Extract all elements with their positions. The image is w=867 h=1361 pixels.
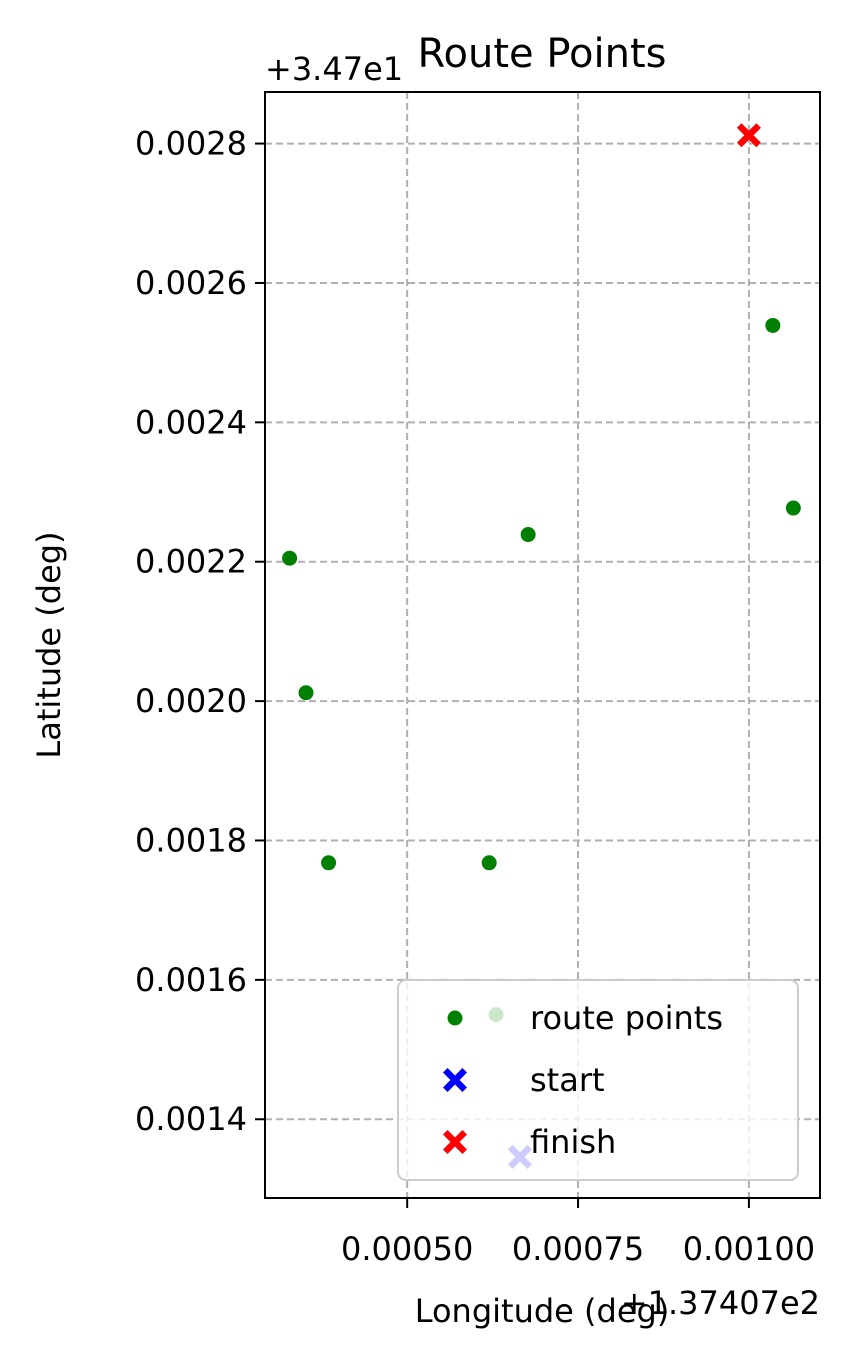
chart-title: Route Points — [418, 31, 667, 77]
plot-frame — [264, 91, 821, 1199]
y-tick-label: 0.0022 — [135, 543, 247, 581]
route-points-point — [282, 550, 298, 566]
y-tick-label: 0.0028 — [135, 125, 247, 163]
x-tick-label: 0.00050 — [341, 1230, 473, 1268]
y-tick-label: 0.0026 — [135, 264, 247, 302]
route-points-point — [298, 685, 314, 701]
axis-ticks: 0.00050 0.00075 0.00100 0.0014 0.0016 0.0018 0… — [135, 125, 815, 1268]
legend-marker-finish — [443, 1130, 467, 1154]
route-points-point — [481, 855, 497, 871]
legend-box — [397, 979, 799, 1181]
grid-lines — [265, 92, 820, 1198]
y-tick-label: 0.0014 — [135, 1100, 247, 1138]
x-offset-label: +1.37407e2 — [621, 1284, 820, 1322]
route-points-point — [321, 855, 337, 871]
legend-label-finish: finish — [530, 1123, 616, 1161]
route-points-point — [765, 317, 781, 333]
y-offset-label: +3.47e1 — [265, 50, 403, 88]
legend-marker-start — [443, 1068, 467, 1092]
legend: route points start finish — [397, 979, 799, 1181]
legend-marker-route-points — [447, 1010, 463, 1026]
y-tick-label: 0.0020 — [135, 682, 247, 720]
x-tick-label: 0.00075 — [512, 1230, 644, 1268]
y-tick-label: 0.0016 — [135, 961, 247, 999]
route-points-point — [785, 500, 801, 516]
route-points-point — [520, 527, 536, 543]
x-axis-label: Longitude (deg) — [415, 1292, 670, 1330]
finish-point — [736, 123, 761, 148]
legend-label-start: start — [530, 1061, 605, 1099]
y-axis-label: Latitude (deg) — [30, 531, 68, 758]
y-tick-label: 0.0018 — [135, 821, 247, 859]
legend-label-route-points: route points — [530, 999, 723, 1037]
x-tick-label: 0.00100 — [683, 1230, 815, 1268]
y-tick-label: 0.0024 — [135, 403, 247, 441]
